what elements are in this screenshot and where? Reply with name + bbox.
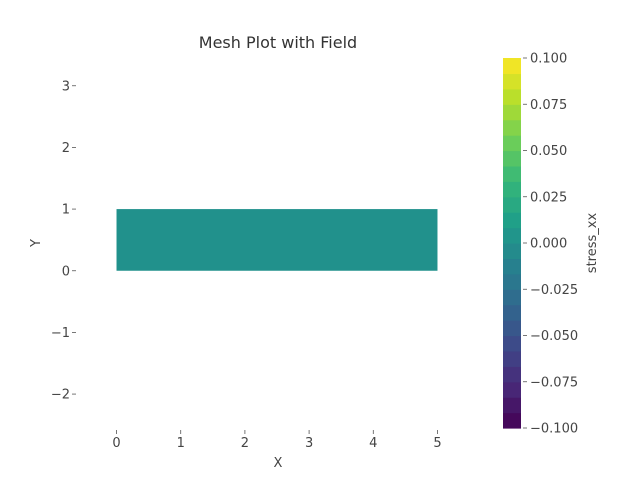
colorbar-segment: [503, 397, 521, 414]
colorbar: 0.100 0.075 0.050 0.025 0.000 −0.025 −0.050 −0.…: [503, 52, 578, 437]
colorbar-tick-label: −0.100: [530, 422, 578, 437]
colorbar-tick-label: −0.050: [530, 329, 578, 344]
y-tick-label: −1: [51, 326, 70, 341]
y-tick-label: 0: [62, 264, 70, 279]
colorbar-segment: [503, 381, 521, 398]
chart-title: Mesh Plot with Field: [199, 33, 357, 52]
colorbar-segment: [503, 320, 521, 337]
colorbar-segment: [503, 273, 521, 290]
x-tick-label: 5: [433, 436, 441, 451]
y-axis: −2 −1 0 1 2 3: [51, 79, 76, 403]
plot-area: [116, 209, 438, 271]
colorbar-tick-label: −0.075: [530, 375, 578, 390]
colorbar-segment: [503, 150, 521, 167]
colorbar-segment: [503, 243, 521, 260]
colorbar-segment: [503, 88, 521, 105]
colorbar-segment: [503, 258, 521, 275]
colorbar-segment: [503, 350, 521, 367]
colorbar-segment: [503, 196, 521, 213]
x-tick-label: 4: [369, 436, 377, 451]
y-tick-label: 3: [62, 79, 70, 94]
colorbar-label: stress_xx: [585, 213, 600, 274]
colorbar-segment: [503, 58, 521, 75]
x-tick-label: 2: [241, 436, 249, 451]
y-axis-label: Y: [29, 239, 44, 248]
colorbar-segment: [503, 289, 521, 306]
colorbar-segment: [503, 227, 521, 244]
colorbar-segment: [503, 73, 521, 90]
colorbar-tick-label: 0.025: [530, 190, 567, 205]
y-tick-label: 1: [62, 203, 70, 218]
colorbar-segment: [503, 181, 521, 198]
x-axis: 0 1 2 3 4 5: [112, 430, 442, 451]
colorbar-tick-label: −0.025: [530, 283, 578, 298]
y-tick-label: −2: [51, 388, 70, 403]
mesh-cell: [116, 209, 438, 271]
colorbar-segment: [503, 119, 521, 136]
colorbar-tick-label: 0.075: [530, 98, 567, 113]
colorbar-segment: [503, 135, 521, 152]
colorbar-segment: [503, 165, 521, 182]
x-tick-label: 1: [177, 436, 185, 451]
colorbar-segment: [503, 366, 521, 383]
colorbar-segment: [503, 412, 521, 429]
colorbar-tick-label: 0.050: [530, 144, 567, 159]
colorbar-segment: [503, 104, 521, 121]
colorbar-segment: [503, 335, 521, 352]
x-tick-label: 3: [305, 436, 313, 451]
colorbar-tick-label: 0.000: [530, 237, 567, 252]
y-tick-label: 2: [62, 141, 70, 156]
colorbar-segment: [503, 304, 521, 321]
colorbar-segment: [503, 212, 521, 229]
x-axis-label: X: [274, 456, 283, 471]
x-tick-label: 0: [112, 436, 120, 451]
colorbar-tick-label: 0.100: [530, 52, 567, 67]
